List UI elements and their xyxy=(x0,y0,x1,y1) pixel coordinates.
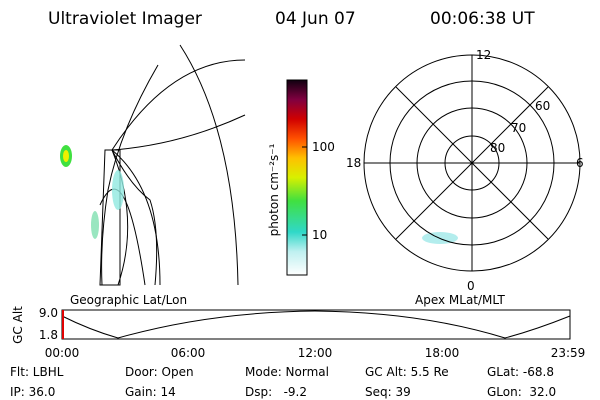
timeline-x-label: 00:00 xyxy=(45,346,80,360)
map-line xyxy=(99,149,121,286)
coastline xyxy=(111,149,158,286)
map-line xyxy=(101,64,159,286)
timeline-y-label: 1.8 xyxy=(39,328,58,342)
colorbar: 100 10 photon cm⁻²s⁻¹ xyxy=(267,79,335,276)
colorbar-label: photon cm⁻²s⁻¹ xyxy=(267,143,281,236)
map-line xyxy=(179,44,239,286)
timeline-x-label: 18:00 xyxy=(425,346,460,360)
status-field: GLon: 32.0 xyxy=(487,385,556,399)
timeline-x-label: 06:00 xyxy=(171,346,206,360)
header: Ultraviolet Imager 04 Jun 07 00:06:38 UT xyxy=(48,9,535,29)
mlt-label: 0 xyxy=(467,279,475,293)
mlat-label: 60 xyxy=(535,99,550,113)
altitude-curve xyxy=(61,310,571,339)
colorbar-scale xyxy=(286,79,308,276)
status-field: Gain: 14 xyxy=(125,385,176,399)
panel-label: Apex MLat/MLT xyxy=(415,293,505,307)
aurora-spot xyxy=(112,170,124,210)
status-field: Flt: LBHL xyxy=(10,365,64,379)
geographic-map xyxy=(60,44,246,286)
timeline-x-label: 23:59 xyxy=(551,346,586,360)
mlt-line xyxy=(395,86,549,240)
polar-plot: 12 18 6 0 60 70 80 xyxy=(346,48,584,293)
time: 00:06:38 UT xyxy=(430,9,535,29)
status: Flt: LBHL Door: Open Mode: Normal GC Alt: 5… xyxy=(10,365,556,399)
map-line xyxy=(99,188,146,286)
panel-label: Geographic Lat/Lon xyxy=(70,293,187,307)
mlat-label: 80 xyxy=(490,141,505,155)
status-field: Seq: 39 xyxy=(365,385,411,399)
status-field: GLat: -68.8 xyxy=(487,365,554,379)
colorbar-tick-label: 10 xyxy=(312,228,327,242)
timeline-y-label: 9.0 xyxy=(39,306,58,320)
status-field: Door: Open xyxy=(125,365,194,379)
status-field: Mode: Normal xyxy=(245,365,329,379)
map-line xyxy=(111,149,129,286)
mlat-label: 70 xyxy=(511,121,526,135)
aurora-spot xyxy=(63,150,69,162)
status-field: GC Alt: 5.5 Re xyxy=(365,365,449,379)
status-field: Dsp: -9.2 xyxy=(245,385,307,399)
date: 04 Jun 07 xyxy=(275,9,356,29)
status-field: IP: 36.0 xyxy=(10,385,55,399)
instrument: Ultraviolet Imager xyxy=(48,9,202,29)
timeline: GC Alt 9.0 1.8 00:00 06:00 12:00 18:00 2… xyxy=(11,306,585,360)
timeline-axis-label: GC Alt xyxy=(11,306,25,344)
map-line xyxy=(111,59,246,151)
colorbar-tick-label: 100 xyxy=(312,140,335,154)
mlt-label: 6 xyxy=(576,156,584,170)
map-line xyxy=(111,114,246,151)
timeline-x-label: 12:00 xyxy=(298,346,333,360)
mlt-label: 18 xyxy=(346,156,361,170)
aurora-spot xyxy=(91,211,99,239)
map-line xyxy=(111,149,161,286)
mlt-label: 12 xyxy=(476,48,491,62)
